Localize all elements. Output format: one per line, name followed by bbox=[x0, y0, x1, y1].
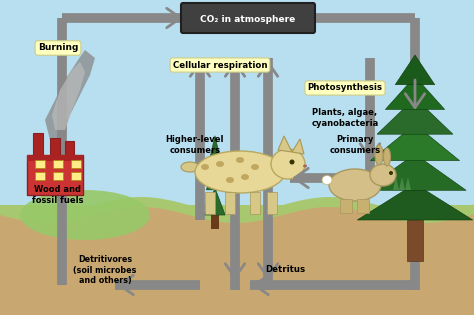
Ellipse shape bbox=[303, 164, 307, 168]
Bar bbox=[250, 192, 260, 214]
Text: Photosynthesis: Photosynthesis bbox=[308, 83, 383, 93]
Text: Burning: Burning bbox=[38, 43, 78, 53]
Bar bbox=[27, 155, 83, 161]
FancyArrowPatch shape bbox=[294, 168, 320, 188]
Bar bbox=[53, 160, 63, 168]
Polygon shape bbox=[45, 50, 95, 140]
Bar bbox=[340, 199, 352, 213]
Polygon shape bbox=[0, 207, 474, 315]
Ellipse shape bbox=[290, 159, 294, 164]
Bar bbox=[71, 172, 81, 180]
Ellipse shape bbox=[236, 157, 244, 163]
FancyArrowPatch shape bbox=[258, 62, 278, 90]
Text: Plants, algae,
cyanobacteria: Plants, algae, cyanobacteria bbox=[311, 108, 379, 128]
Polygon shape bbox=[209, 136, 221, 165]
FancyArrowPatch shape bbox=[190, 62, 210, 90]
Ellipse shape bbox=[241, 174, 249, 180]
Bar bbox=[50, 138, 60, 157]
Bar bbox=[211, 215, 219, 228]
Polygon shape bbox=[278, 136, 292, 152]
Polygon shape bbox=[371, 124, 460, 161]
Ellipse shape bbox=[201, 164, 209, 170]
Polygon shape bbox=[399, 177, 405, 190]
Ellipse shape bbox=[20, 190, 150, 240]
Polygon shape bbox=[393, 177, 399, 190]
Text: CO₂ in atmosphere: CO₂ in atmosphere bbox=[201, 14, 296, 24]
Bar bbox=[27, 155, 83, 195]
Polygon shape bbox=[395, 55, 435, 85]
Bar bbox=[205, 192, 215, 214]
Bar bbox=[267, 192, 277, 214]
FancyArrowPatch shape bbox=[225, 255, 245, 278]
Bar bbox=[225, 192, 235, 214]
Ellipse shape bbox=[181, 162, 199, 172]
Polygon shape bbox=[405, 177, 411, 190]
Text: Primary
consumers: Primary consumers bbox=[329, 135, 381, 155]
Polygon shape bbox=[0, 197, 474, 245]
FancyArrowPatch shape bbox=[405, 80, 425, 108]
Ellipse shape bbox=[383, 148, 391, 166]
Polygon shape bbox=[52, 62, 85, 130]
Bar bbox=[33, 133, 43, 157]
Bar bbox=[53, 172, 63, 180]
Bar bbox=[35, 172, 45, 180]
Ellipse shape bbox=[216, 161, 224, 167]
Polygon shape bbox=[205, 188, 225, 215]
Polygon shape bbox=[364, 154, 466, 190]
Ellipse shape bbox=[226, 177, 234, 183]
Bar bbox=[407, 220, 423, 261]
FancyArrowPatch shape bbox=[360, 130, 380, 158]
Bar bbox=[65, 141, 74, 157]
FancyArrowPatch shape bbox=[119, 275, 155, 295]
Text: Wood and
fossil fuels: Wood and fossil fuels bbox=[32, 185, 84, 205]
Bar bbox=[357, 199, 369, 213]
FancyArrowPatch shape bbox=[255, 275, 340, 295]
Ellipse shape bbox=[329, 169, 381, 201]
Ellipse shape bbox=[195, 151, 285, 193]
Bar bbox=[35, 160, 45, 168]
FancyArrowPatch shape bbox=[225, 62, 245, 90]
FancyArrowPatch shape bbox=[258, 255, 278, 278]
Ellipse shape bbox=[322, 175, 332, 185]
Polygon shape bbox=[377, 98, 453, 134]
Ellipse shape bbox=[251, 164, 259, 170]
Bar bbox=[0, 205, 474, 245]
FancyBboxPatch shape bbox=[181, 3, 315, 33]
Ellipse shape bbox=[375, 145, 383, 165]
Text: Detritivores
(soil microbes
and others): Detritivores (soil microbes and others) bbox=[73, 255, 137, 285]
Text: Cellular respiration: Cellular respiration bbox=[173, 60, 267, 70]
Ellipse shape bbox=[271, 149, 305, 179]
Polygon shape bbox=[207, 161, 224, 190]
Text: Detritus: Detritus bbox=[265, 266, 305, 274]
Polygon shape bbox=[292, 139, 304, 154]
Ellipse shape bbox=[370, 164, 396, 186]
Ellipse shape bbox=[389, 171, 393, 175]
Bar bbox=[71, 160, 81, 168]
Polygon shape bbox=[385, 77, 445, 109]
Text: Higher-level
consumers: Higher-level consumers bbox=[166, 135, 224, 155]
FancyArrowPatch shape bbox=[155, 8, 181, 28]
Bar bbox=[0, 240, 474, 315]
Polygon shape bbox=[357, 184, 473, 220]
